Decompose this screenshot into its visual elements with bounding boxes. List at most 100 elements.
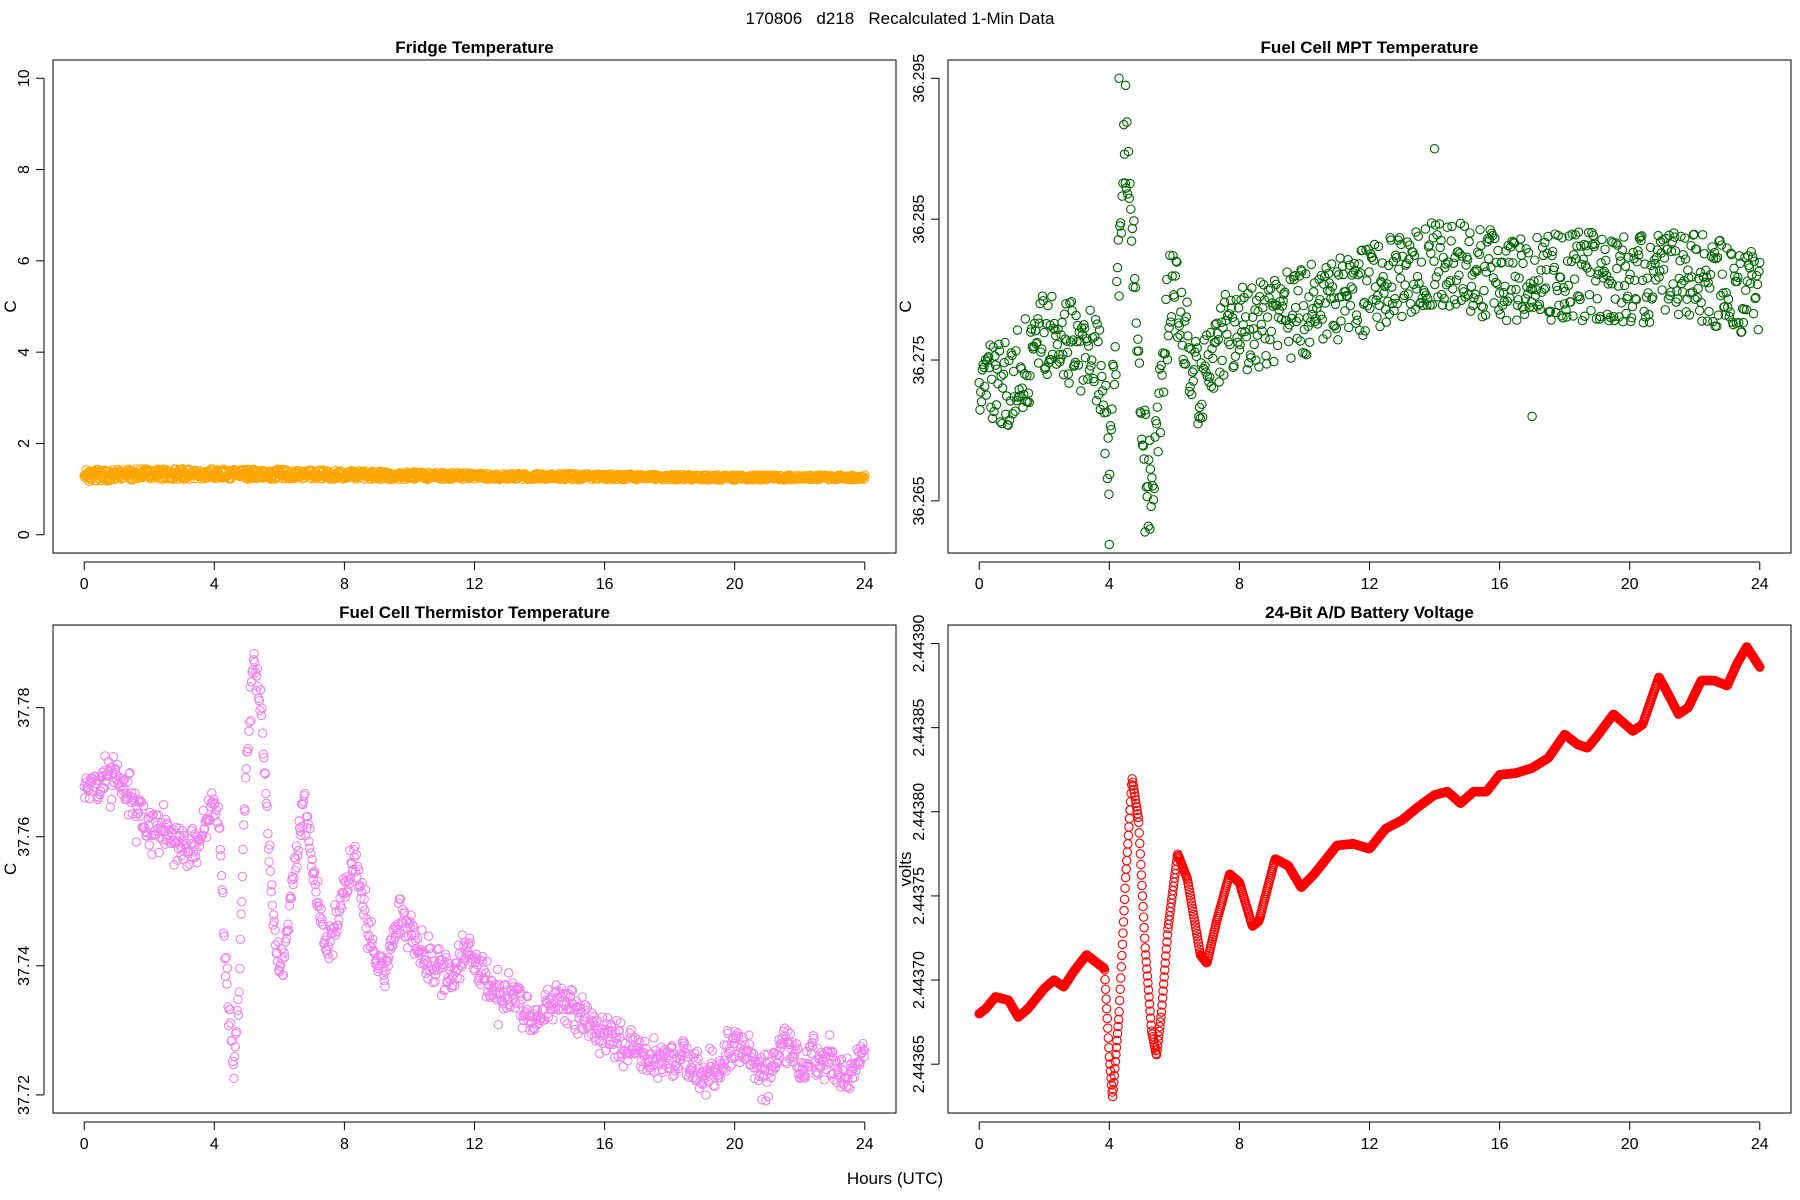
data-point <box>1036 344 1047 354</box>
data-point <box>976 397 987 407</box>
data-point <box>1010 406 1020 416</box>
data-point <box>1480 310 1491 320</box>
data-point <box>1100 974 1110 985</box>
data-point <box>1114 291 1124 301</box>
data-point <box>84 476 94 486</box>
data-point <box>1518 258 1528 269</box>
data-point <box>1016 363 1027 374</box>
x-axis-title: Hours (UTC) <box>847 1169 943 1188</box>
x-axis-thermistor: 0 4 8 12 16 20 24 <box>80 1121 874 1153</box>
y-tick-label: 8 <box>16 165 33 174</box>
data-point <box>1461 260 1471 270</box>
data-point <box>1114 1006 1124 1017</box>
data-point <box>1018 402 1028 413</box>
data-point <box>238 844 248 855</box>
x-tick-label: 16 <box>1491 576 1509 593</box>
data-point <box>1103 433 1113 443</box>
y-tick-label: 36.285 <box>911 195 928 244</box>
data-point <box>1584 289 1595 300</box>
data-point <box>1222 329 1232 339</box>
data-point <box>1047 349 1058 359</box>
data-point <box>220 971 231 982</box>
data-point <box>1109 379 1120 390</box>
data-point <box>1266 326 1277 337</box>
data-point <box>1073 360 1084 370</box>
data-point <box>1032 337 1042 348</box>
data-point <box>1137 880 1147 891</box>
data-point <box>503 968 514 978</box>
data-point <box>1486 262 1496 273</box>
data-point <box>1004 415 1015 425</box>
data-point <box>1620 261 1631 271</box>
data-point <box>1103 1023 1113 1033</box>
data-point <box>1033 314 1043 324</box>
data-point <box>986 374 997 384</box>
data-point <box>1058 369 1069 380</box>
data-point <box>1121 864 1131 874</box>
data-point <box>1023 388 1034 398</box>
data-point <box>1051 330 1061 341</box>
data-point <box>1085 305 1095 315</box>
data-point <box>225 1018 236 1028</box>
data-point <box>987 413 998 424</box>
data-point <box>1753 325 1763 335</box>
data-point <box>270 925 280 935</box>
data-point <box>265 866 276 876</box>
data-point <box>1175 330 1185 340</box>
data-point <box>1126 236 1137 246</box>
data-point <box>1677 287 1688 297</box>
data-point <box>1101 994 1111 1004</box>
data-point <box>1024 397 1034 408</box>
data-point <box>144 840 155 850</box>
data-point <box>1116 962 1127 972</box>
data-point <box>1124 822 1134 832</box>
figure-title: 170806 d218 Recalculated 1-Min Data <box>745 9 1055 28</box>
data-point <box>1101 1004 1112 1014</box>
data-point <box>1600 244 1610 255</box>
data-point <box>975 405 985 415</box>
data-points-mpt <box>974 73 1765 550</box>
x-tick-label: 4 <box>1105 576 1114 593</box>
data-point <box>1137 891 1148 901</box>
y-tick-label: 37.76 <box>16 817 33 857</box>
y-axis-title-mpt: C <box>896 300 915 312</box>
data-point <box>1119 894 1130 905</box>
data-point <box>997 383 1008 393</box>
data-point <box>1621 308 1631 319</box>
data-point <box>1163 330 1174 341</box>
data-point <box>1124 813 1135 824</box>
data-point <box>1034 318 1045 328</box>
data-point <box>1375 321 1385 332</box>
data-point <box>983 353 993 363</box>
data-point <box>1129 273 1140 284</box>
data-point <box>1017 383 1027 393</box>
data-point <box>1619 232 1629 242</box>
data-point <box>1129 216 1139 226</box>
data-point <box>1043 300 1053 311</box>
data-point <box>1110 341 1120 352</box>
data-point <box>1058 349 1068 360</box>
data-point <box>1515 234 1526 244</box>
data-point <box>1433 267 1444 277</box>
data-point <box>860 470 870 480</box>
data-point <box>236 909 246 919</box>
data-point <box>1031 339 1042 349</box>
data-point <box>1481 267 1492 277</box>
data-point <box>1537 242 1548 253</box>
y-tick-label: 4 <box>16 348 33 357</box>
data-point <box>1062 347 1073 358</box>
data-points-thermistor <box>79 648 870 1106</box>
data-point <box>1183 331 1193 341</box>
data-point <box>1182 297 1192 307</box>
data-point <box>990 351 1000 361</box>
data-point <box>1011 346 1021 356</box>
x-axis-mpt: 0 4 8 12 16 20 24 <box>975 561 1769 593</box>
data-point <box>1138 901 1148 912</box>
data-point <box>1061 298 1071 309</box>
data-point <box>1111 276 1122 287</box>
data-point <box>1400 280 1410 290</box>
y-tick-label: 36.265 <box>911 476 928 525</box>
